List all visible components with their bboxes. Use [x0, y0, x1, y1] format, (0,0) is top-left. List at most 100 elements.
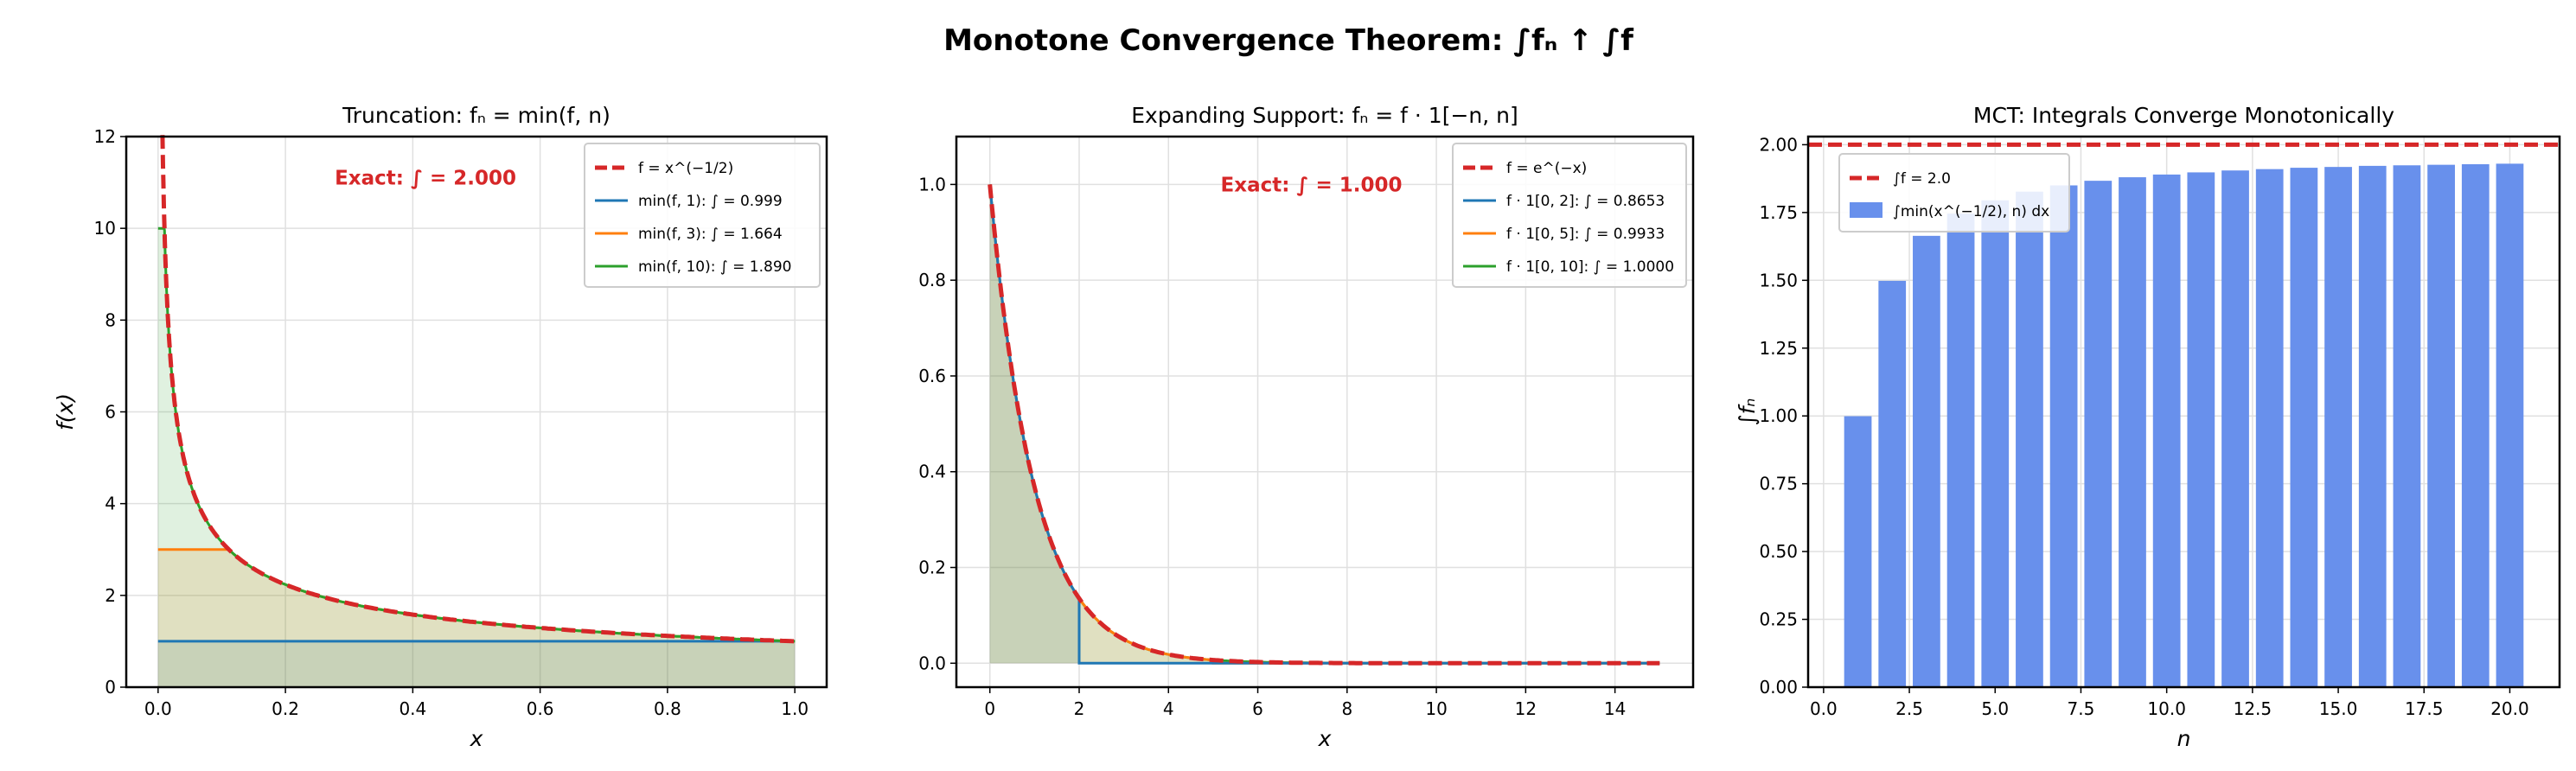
bar — [2358, 165, 2387, 687]
y-tick-label: 10 — [94, 218, 116, 239]
y-tick-label: 0.00 — [1759, 677, 1798, 698]
x-tick-label: 0.4 — [399, 698, 426, 719]
bar — [1913, 235, 1940, 687]
x-axis-label: x — [1318, 726, 1332, 751]
legend-label: f = x^(−1/2) — [638, 160, 733, 177]
x-tick-label: 15.0 — [2319, 698, 2358, 719]
x-tick-label: 8 — [1341, 698, 1352, 719]
y-tick-label: 0.0 — [918, 653, 946, 673]
x-tick-label: 0 — [984, 698, 995, 719]
bar — [2221, 170, 2249, 688]
legend-label: f · 1[0, 5]: ∫ = 0.9933 — [1506, 226, 1665, 243]
fill-area — [157, 549, 796, 687]
x-tick-label: 10.0 — [2147, 698, 2186, 719]
x-tick-label: 0.2 — [272, 698, 299, 719]
bar — [2496, 163, 2524, 688]
y-axis-label: f(x) — [53, 393, 78, 430]
f-curve — [988, 184, 1660, 666]
x-tick-label: 0.6 — [527, 698, 554, 719]
y-tick-label: 0.75 — [1759, 474, 1798, 494]
legend-label: f · 1[0, 10]: ∫ = 1.0000 — [1506, 258, 1674, 276]
f-curve — [160, 135, 796, 644]
figure-title: Monotone Convergence Theorem: ∫fₙ ↑ ∫f — [943, 23, 1634, 58]
x-axis-label: n — [2177, 726, 2191, 751]
truncation-panel: 0.0 0.2 0.4 0.6 0.8 1.0 0 2 4 6 8 10 12 Truncation: f… — [53, 103, 828, 751]
bar — [2461, 164, 2490, 687]
y-tick-label: 1.75 — [1759, 202, 1798, 223]
bar — [2324, 167, 2352, 687]
y-tick-label: 1.00 — [1759, 405, 1798, 426]
bar — [1844, 416, 1872, 687]
legend-label: min(f, 3): ∫ = 1.664 — [638, 226, 783, 243]
fill-area — [157, 640, 796, 687]
x-tick-label: 2 — [1074, 698, 1085, 719]
y-axis-label: ∫fₙ — [1735, 398, 1760, 426]
axes-frame — [125, 135, 828, 689]
x-tick-label: 20.0 — [2490, 698, 2529, 719]
legend-swatch — [1850, 202, 1882, 218]
y-tick-label: 1.25 — [1759, 338, 1798, 359]
y-tick-label: 1.50 — [1759, 270, 1798, 290]
x-tick-label: 2.5 — [1895, 698, 1923, 719]
x-axis-label: x — [470, 726, 483, 751]
expanding-support-panel: 0 2 4 6 8 10 12 14 0.0 0.2 0.4 0.6 0.8 1.0 Expanding S… — [918, 103, 1695, 751]
exact-annotation: Exact: ∫ = 2.000 — [335, 168, 516, 190]
bar — [2427, 164, 2455, 688]
x-tick-label: 0.8 — [654, 698, 681, 719]
y-tick-label: 6 — [105, 402, 116, 423]
x-tick-label: 14 — [1604, 698, 1626, 719]
legend-box — [584, 143, 821, 288]
x-tick-label: 10 — [1425, 698, 1447, 719]
bar — [2119, 177, 2146, 687]
bar — [2187, 172, 2215, 688]
legend-box — [1838, 153, 2070, 233]
y-tick-label: 0.8 — [918, 270, 946, 290]
bar — [2255, 169, 2284, 688]
y-tick-label: 0.50 — [1759, 541, 1798, 562]
legend-box — [1452, 143, 1687, 288]
axes-frame — [955, 135, 1695, 689]
x-tick-label: 1.0 — [781, 698, 809, 719]
x-tick-label: 4 — [1163, 698, 1174, 719]
legend-label: ∫f = 2.0 — [1893, 170, 1951, 188]
subplot-title: MCT: Integrals Converge Monotonically — [1973, 103, 2394, 128]
legend-label: f · 1[0, 2]: ∫ = 0.8653 — [1506, 193, 1665, 210]
bar — [1878, 280, 1907, 687]
y-tick-label: 0 — [105, 677, 116, 698]
x-tick-label: 6 — [1252, 698, 1263, 719]
x-tick-label: 5.0 — [1981, 698, 2009, 719]
bar — [1946, 213, 1975, 687]
y-tick-label: 0.6 — [918, 366, 946, 386]
fill-area — [989, 184, 1213, 664]
bar — [2084, 181, 2113, 688]
fill-area — [989, 184, 1437, 664]
fill-area — [157, 228, 796, 687]
subplot-title: Truncation: fₙ = min(f, n) — [342, 103, 610, 128]
y-tick-label: 12 — [94, 126, 116, 147]
bar — [2152, 174, 2181, 687]
x-tick-label: 0.0 — [1810, 698, 1838, 719]
legend-label: ∫min(x^(−1/2), n) dx — [1893, 203, 2049, 220]
bar — [2290, 168, 2318, 688]
legend-label: min(f, 1): ∫ = 0.999 — [638, 193, 783, 210]
fill-area — [989, 184, 1079, 664]
y-tick-label: 4 — [105, 494, 116, 514]
x-tick-label: 17.5 — [2405, 698, 2444, 719]
legend-label: min(f, 10): ∫ = 1.890 — [638, 258, 791, 276]
x-tick-label: 12 — [1515, 698, 1537, 719]
axes-frame — [1806, 135, 2561, 689]
x-tick-label: 12.5 — [2234, 698, 2272, 719]
y-tick-label: 1.0 — [918, 174, 946, 194]
x-tick-label: 0.0 — [144, 698, 172, 719]
bar — [2393, 165, 2421, 687]
legend-label: f = e^(−x) — [1506, 160, 1587, 177]
mct-bar-panel: 0.0 2.5 5.0 7.5 10.0 12.5 15.0 17.5 20.0 0.00 0.25… — [1735, 103, 2561, 751]
bar — [2049, 185, 2078, 687]
y-tick-label: 8 — [105, 309, 116, 330]
subplot-title: Expanding Support: fₙ = f · 1[−n, n] — [1131, 103, 1518, 128]
y-tick-label: 2.00 — [1759, 134, 1798, 155]
y-tick-label: 0.25 — [1759, 609, 1798, 630]
y-tick-label: 2 — [105, 585, 116, 606]
bar — [2016, 191, 2043, 687]
